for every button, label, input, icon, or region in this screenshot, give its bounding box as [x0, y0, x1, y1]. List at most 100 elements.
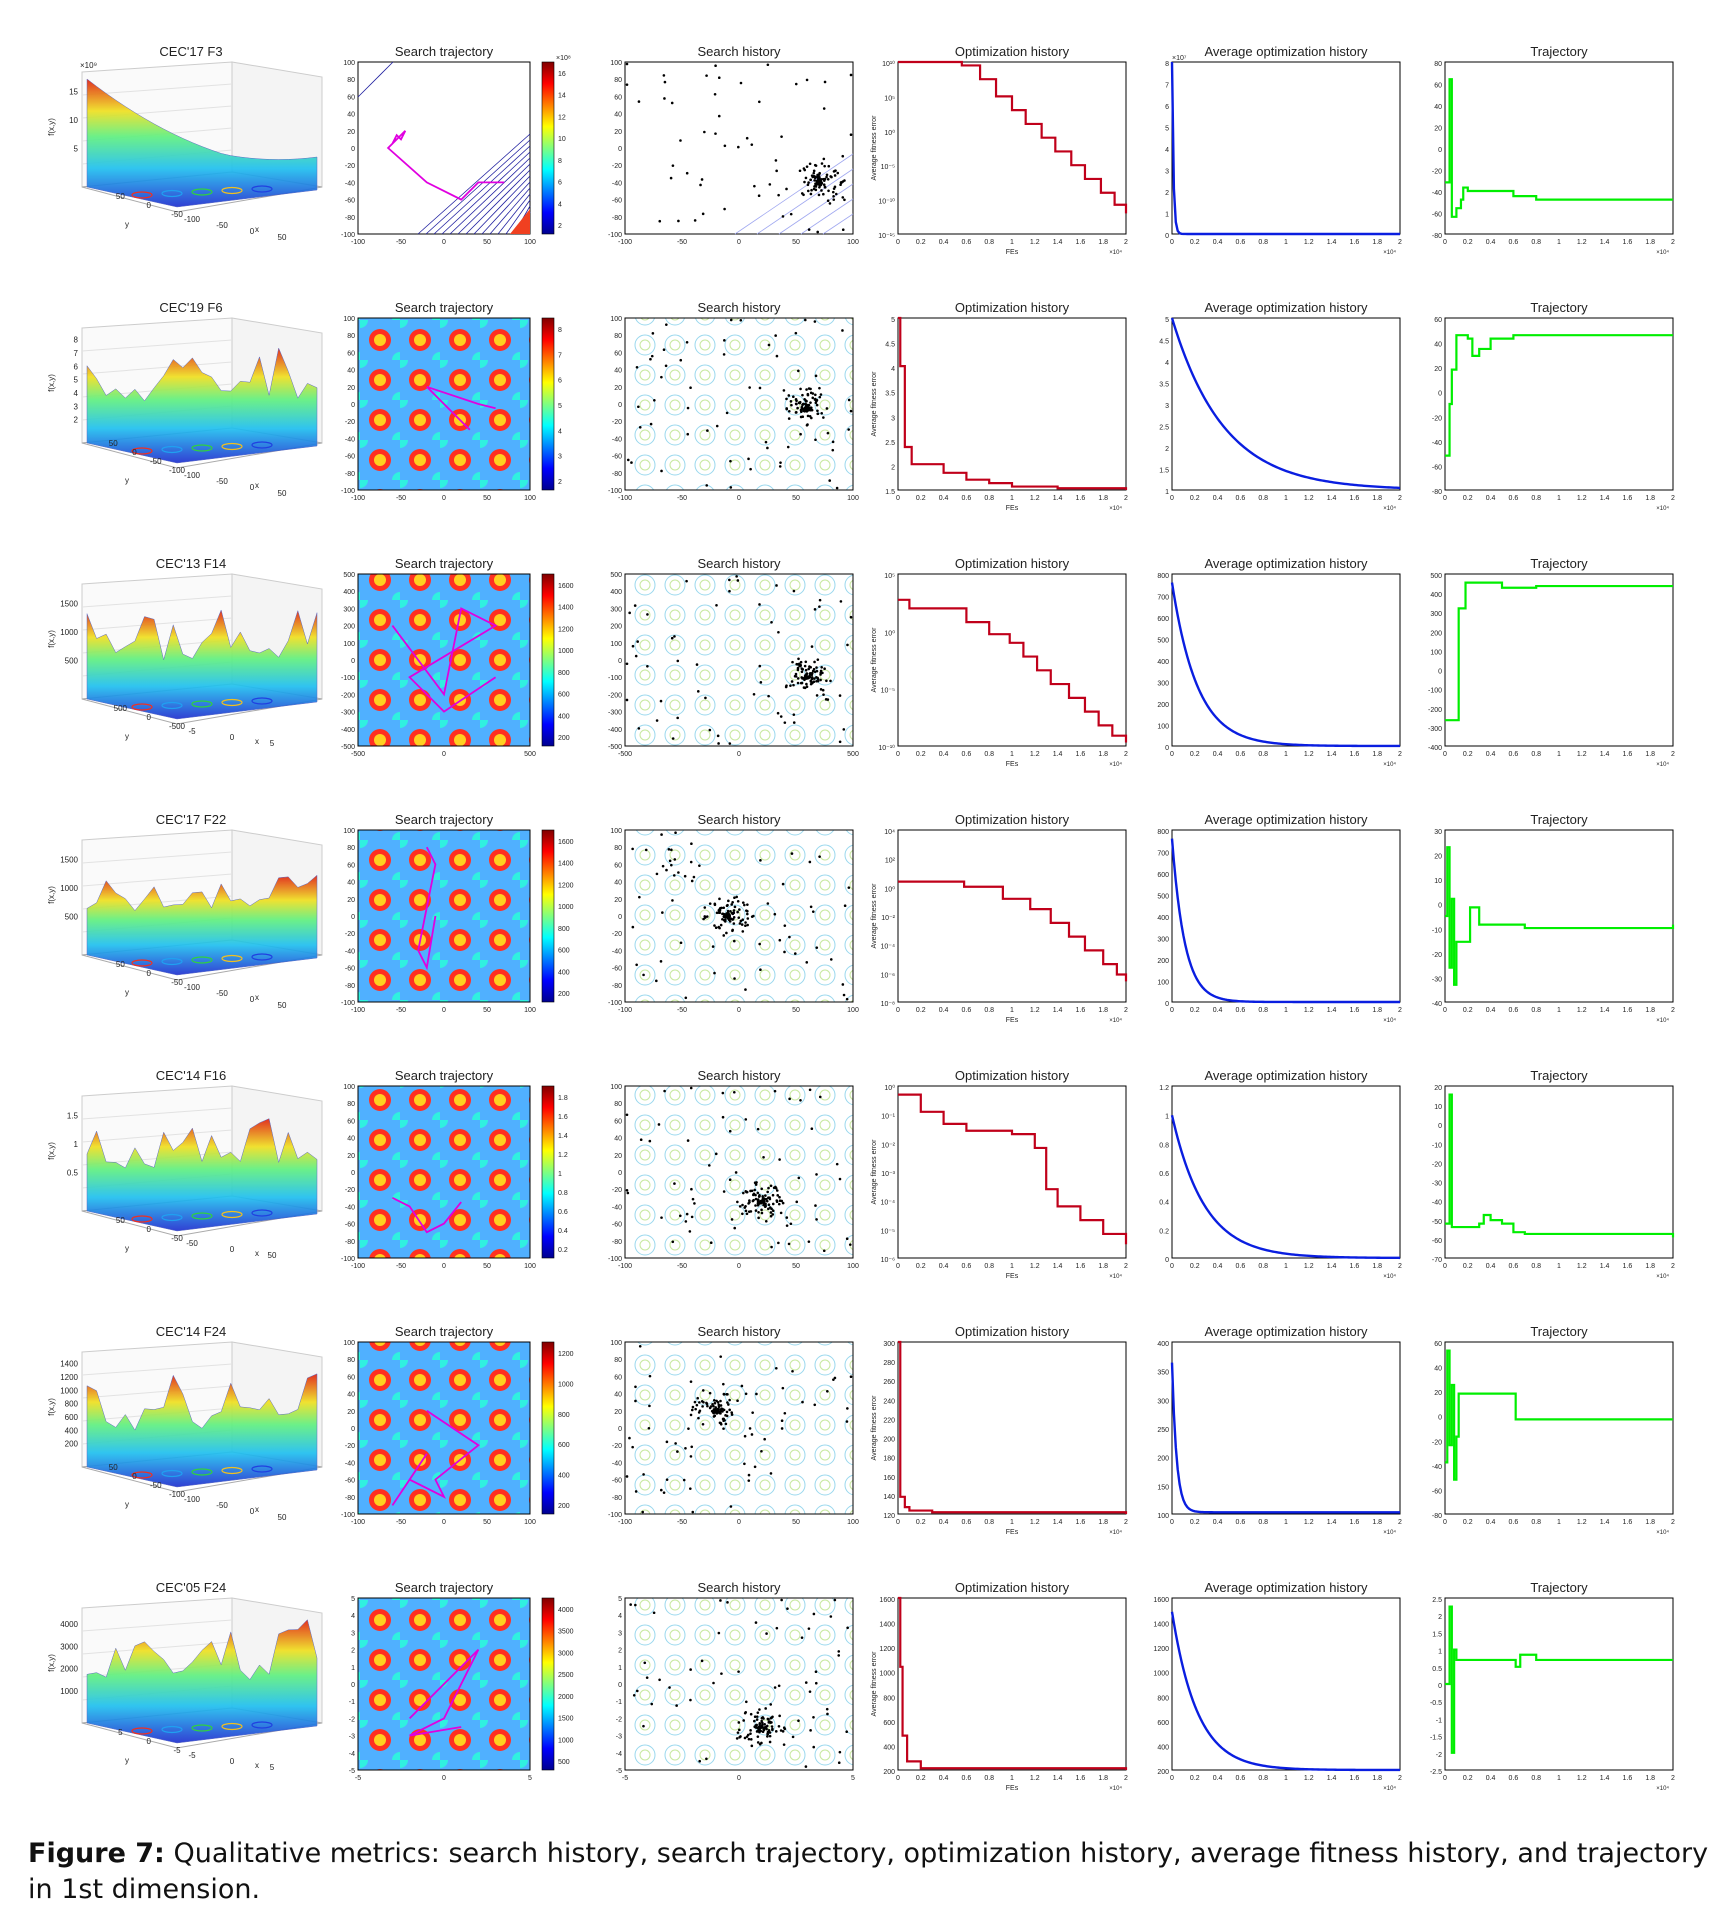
average-optimization-history-y-tick: 200 [1157, 1769, 1169, 1776]
search-history-point [764, 1194, 767, 1197]
search-history-point [634, 1603, 637, 1607]
search-history-point [767, 1203, 771, 1206]
search-trajectory-y-tick: -80 [345, 1239, 355, 1246]
trajectory-y-tick: 0 [1438, 147, 1442, 154]
colorbar [541, 1085, 555, 1259]
surface-gridline [81, 1385, 233, 1399]
trajectory-y-tick: -10 [1432, 1142, 1442, 1149]
search-history-point [809, 391, 813, 395]
search-history-point [805, 403, 808, 407]
trajectory-y-tick: 10 [1434, 878, 1442, 885]
search-history-point [758, 1722, 761, 1726]
search-history-point [774, 1186, 778, 1190]
trajectory-y-tick: 100 [1430, 649, 1442, 656]
search-history-point [736, 1731, 740, 1734]
trajectory-y-tick: -20 [1432, 169, 1442, 176]
average-optimization-history-x-tick: 1.2 [1304, 1519, 1314, 1526]
surface-gridline [81, 595, 233, 608]
average-optimization-history-x-tick: 2 [1398, 1775, 1402, 1782]
optimization-history-line [898, 316, 1128, 490]
search-history-point [770, 1245, 773, 1249]
search-history-point [799, 387, 802, 391]
search-history-point [763, 1723, 766, 1726]
surface-z-tick: 2 [74, 416, 79, 425]
search-history-y-tick: 100 [610, 1340, 622, 1347]
search-history-point [803, 180, 806, 184]
search-history-point [689, 1413, 693, 1417]
search-history-point [825, 175, 828, 179]
average-optimization-history-y-tick: 3 [1165, 169, 1169, 176]
optimization-history-x-tick: 1.2 [1030, 495, 1040, 502]
average-optimization-history-y-tick: 0 [1165, 745, 1169, 752]
optimization-history-y-tick: 10⁻⁶ [881, 1257, 895, 1264]
search-history-point [776, 711, 780, 715]
search-history-plot [624, 829, 854, 1003]
search-history-y-tick: 20 [614, 129, 622, 136]
search-history-point [816, 679, 820, 683]
search-history-point [813, 176, 817, 180]
colorbar-tick: 6 [558, 180, 562, 187]
surface-gridline [81, 339, 233, 352]
search-history-point [787, 1242, 791, 1246]
search-history-point [685, 171, 689, 175]
search-trajectory-y-tick: 60 [347, 1118, 355, 1125]
search-history-point [722, 1382, 725, 1386]
search-trajectory-y-tick: -60 [345, 1222, 355, 1229]
surface-title: CEC'17 F22 [156, 812, 226, 827]
search-history-point [713, 924, 716, 927]
search-history-y-tick: -40 [612, 436, 622, 443]
search-history-point [662, 1491, 666, 1494]
search-history-point [713, 92, 717, 96]
surface-z-tick: 500 [65, 912, 79, 921]
average-optimization-history-y-tick: 4 [1165, 360, 1169, 367]
search-history-plot [624, 573, 854, 747]
surface-contour [251, 1209, 273, 1217]
search-history-point [755, 1723, 758, 1727]
average-optimization-history-x-tick: 0.2 [1190, 1263, 1200, 1270]
search-history-point [749, 1738, 753, 1741]
search-history-point [685, 579, 688, 583]
optimization-history-y-tick: 10⁻³ [881, 1171, 895, 1178]
trajectory-x-tick: 1 [1557, 1263, 1561, 1270]
colorbar-tick: 200 [558, 991, 570, 998]
search-history-point [661, 911, 664, 914]
trajectory-x-tick: 2 [1671, 1519, 1675, 1526]
search-history-point [679, 139, 682, 142]
search-history-point [633, 604, 637, 607]
search-history-point [760, 1716, 764, 1720]
average-optimization-history-plot [1171, 1341, 1401, 1515]
surface-contour [221, 954, 243, 963]
contour-peak [510, 209, 530, 234]
search-history-point [805, 78, 809, 82]
search-history-point [704, 696, 707, 700]
average-optimization-history-y-tick: 4 [1165, 147, 1169, 154]
search-history-point [628, 611, 631, 615]
trajectory-x-tick: 0 [1443, 1007, 1447, 1014]
search-trajectory-y-tick: -100 [341, 488, 355, 495]
optimization-history-plot [897, 1085, 1127, 1259]
search-history-point [845, 1420, 849, 1423]
search-history-point [826, 431, 830, 435]
search-history-point [759, 968, 762, 972]
search-history-point [731, 912, 735, 916]
optimization-history-x-tick: 0.8 [984, 239, 994, 246]
search-history-point [723, 144, 727, 148]
search-history-point [734, 1171, 738, 1174]
search-history-y-tick: -60 [612, 966, 622, 973]
search-history-point [733, 896, 736, 900]
search-history-point [756, 1198, 760, 1201]
search-history-point [717, 114, 721, 118]
search-history-point [785, 397, 788, 401]
search-history-point [809, 1729, 812, 1732]
search-history-point [701, 1405, 704, 1408]
search-history-point [775, 1626, 779, 1630]
surface-contour [251, 441, 273, 449]
trajectory-x-tick: 0.6 [1509, 1263, 1519, 1270]
search-history-point [710, 1409, 714, 1413]
surface-title: CEC'13 F14 [156, 556, 226, 571]
search-trajectory-x-tick: 50 [483, 239, 491, 246]
search-history-point [708, 902, 712, 905]
optimization-history-y-tick: 1.5 [885, 489, 895, 496]
search-history-point [770, 620, 773, 624]
optimization-history-y-tick: 10⁻² [881, 1142, 895, 1149]
